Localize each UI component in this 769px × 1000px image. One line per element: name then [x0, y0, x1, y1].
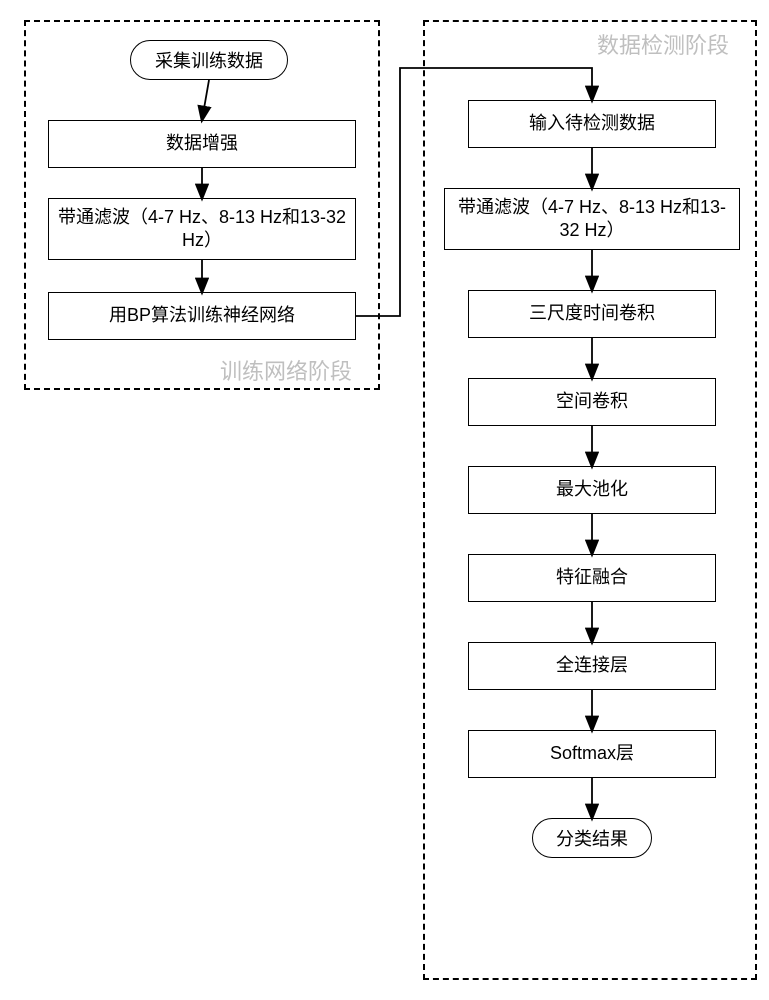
node-fully-connected: 全连接层 — [468, 642, 716, 690]
node-data-augmentation: 数据增强 — [48, 120, 356, 168]
node-softmax: Softmax层 — [468, 730, 716, 778]
node-time-convolution: 三尺度时间卷积 — [468, 290, 716, 338]
node-bandpass-filter-right: 带通滤波（4-7 Hz、8-13 Hz和13-32 Hz） — [444, 188, 740, 250]
node-collect-training-data: 采集训练数据 — [130, 40, 288, 80]
node-feature-fusion: 特征融合 — [468, 554, 716, 602]
node-input-data: 输入待检测数据 — [468, 100, 716, 148]
node-max-pooling: 最大池化 — [468, 466, 716, 514]
node-classification-result: 分类结果 — [532, 818, 652, 858]
flowchart-canvas: 训练网络阶段 数据检测阶段 采集训练数据 数据增强 带通滤波（4-7 Hz、8-… — [0, 0, 769, 1000]
training-phase-label: 训练网络阶段 — [220, 354, 352, 386]
node-bp-train: 用BP算法训练神经网络 — [48, 292, 356, 340]
node-spatial-convolution: 空间卷积 — [468, 378, 716, 426]
node-bandpass-filter-left: 带通滤波（4-7 Hz、8-13 Hz和13-32 Hz） — [48, 198, 356, 260]
detection-phase-label: 数据检测阶段 — [597, 28, 729, 60]
